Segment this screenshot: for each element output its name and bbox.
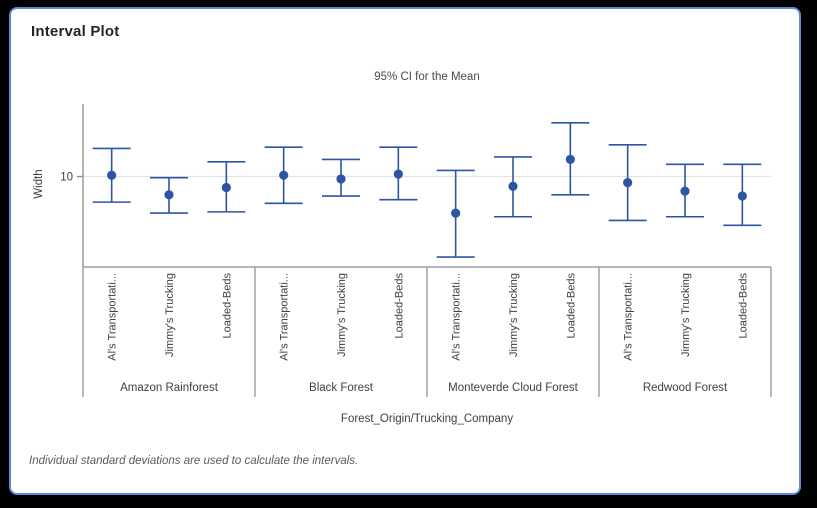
company-tick-label: Loaded-Beds <box>565 273 577 339</box>
mean-point <box>107 170 117 180</box>
company-tick-label: Al's Transportati... <box>279 273 291 361</box>
mean-point <box>221 182 231 193</box>
mean-point <box>508 181 518 191</box>
chart-footnote: Individual standard deviations are used … <box>29 455 359 467</box>
y-axis-title: Width <box>33 169 45 199</box>
mean-point <box>565 154 575 165</box>
y-tick-label: 10 <box>60 172 73 184</box>
mean-point <box>279 170 289 180</box>
interval-plot-window: Interval Plot 10 Amazon Rainforest Black F… <box>9 7 801 495</box>
company-tick-label: Al's Transportati... <box>623 273 635 361</box>
company-tick-label: Loaded-Beds <box>221 273 233 339</box>
group-label: Amazon Rainforest <box>120 382 219 394</box>
mean-point <box>451 208 461 218</box>
company-tick-label: Jimmy's Trucking <box>164 273 176 357</box>
mean-point <box>393 169 403 179</box>
mean-point <box>623 178 633 188</box>
chart-subtitle: 95% CI for the Mean <box>374 71 480 83</box>
group-label: Monteverde Cloud Forest <box>448 382 579 394</box>
company-tick-label: Loaded-Beds <box>393 273 405 339</box>
company-tick-label: Jimmy's Trucking <box>680 273 692 357</box>
company-tick-label: Al's Transportati... <box>107 273 119 361</box>
page-title: Interval Plot <box>31 23 120 40</box>
mean-point <box>737 191 747 201</box>
mean-point <box>336 174 346 184</box>
interval-plot-chart: 10 Amazon Rainforest Black Forest Monteverd… <box>60 104 772 397</box>
company-tick-label: Jimmy's Trucking <box>336 273 348 357</box>
company-tick-label: Jimmy's Trucking <box>508 273 520 357</box>
company-tick-label: Loaded-Beds <box>737 273 749 339</box>
mean-point <box>164 190 174 200</box>
x-axis-title: Forest_Origin/Trucking_Company <box>340 413 514 425</box>
group-label: Black Forest <box>309 382 374 394</box>
company-tick-label: Al's Transportati... <box>451 273 463 361</box>
mean-point <box>680 186 690 196</box>
group-label: Redwood Forest <box>643 382 728 394</box>
